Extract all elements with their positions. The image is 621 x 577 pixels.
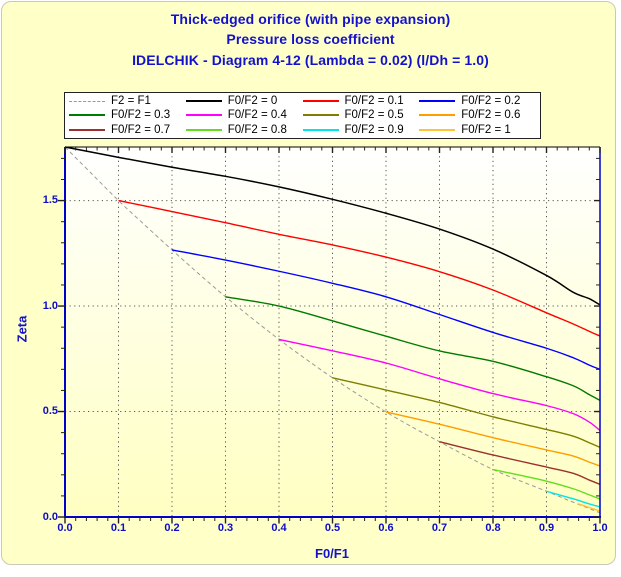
legend-item: F2 = F1	[69, 94, 186, 108]
y-axis-label: Zeta	[14, 315, 30, 343]
legend-line-swatch	[69, 114, 105, 117]
series-curve	[278, 338, 601, 432]
series-curve	[64, 146, 601, 306]
series-curve	[118, 199, 601, 337]
series-curve	[225, 296, 601, 401]
x-axis-label: F0/F1	[315, 546, 349, 561]
series-curve	[171, 249, 601, 370]
series-curve	[332, 377, 601, 449]
legend-item: F0/F2 = 0.3	[69, 108, 186, 122]
legend-item: F0/F2 = 0.2	[419, 94, 536, 108]
legend-line-swatch	[69, 128, 105, 131]
legend-line-swatch	[185, 100, 222, 103]
legend-line-swatch	[302, 114, 339, 117]
legend-item-label: F0/F2 = 1	[461, 123, 511, 136]
chart-title-line1: Thick-edged orifice (with pipe expansion…	[170, 11, 451, 27]
legend-item-label: F0/F2 = 0.3	[111, 109, 171, 122]
legend-item: F0/F2 = 0	[185, 94, 303, 108]
legend-item-label: F0/F2 = 0.8	[227, 123, 287, 136]
x-tick-label: 0.5	[324, 522, 341, 534]
legend-line-swatch	[69, 100, 105, 102]
legend-line-swatch	[419, 128, 456, 131]
x-tick-label: 0.8	[485, 522, 501, 534]
series-curve	[546, 490, 601, 508]
legend-item: F0/F2 = 0.7	[69, 123, 186, 137]
legend-item: F0/F2 = 0.9	[302, 123, 420, 137]
x-tick-label: 0.4	[271, 522, 287, 534]
legend-item-label: F2 = F1	[111, 95, 151, 108]
x-tick-label: 1.0	[592, 522, 608, 534]
legend-item-label: F0/F2 = 0.6	[461, 109, 521, 122]
legend-item-label: F0/F2 = 0.4	[227, 109, 287, 122]
legend-item-label: F0/F2 = 0.5	[344, 109, 404, 122]
legend-line-swatch	[302, 100, 339, 103]
legend-line-swatch	[185, 114, 222, 117]
legend-item: F0/F2 = 0.6	[419, 108, 536, 122]
x-tick-label: 0.6	[378, 522, 394, 534]
legend-line-swatch	[419, 114, 456, 117]
series-curve	[492, 468, 601, 500]
chart-title-line3: IDELCHIK - Diagram 4-12 (Lambda = 0.02) …	[132, 52, 489, 68]
y-tick-label: 1.5	[42, 194, 58, 207]
x-tick-label: 0.9	[538, 522, 555, 534]
x-tick-label: 0.1	[110, 522, 127, 534]
legend-item-label: F0/F2 = 0.7	[111, 123, 171, 136]
legend-line-swatch	[185, 128, 222, 131]
y-tick-label: 1.0	[42, 299, 58, 312]
x-tick-label: 0.0	[57, 522, 73, 534]
chart-title-line2: Pressure loss coefficient	[226, 31, 395, 47]
legend-item-label: F0/F2 = 0	[227, 95, 278, 108]
legend-item-label: F0/F2 = 0.9	[344, 123, 404, 136]
series-curve	[439, 441, 601, 485]
legend: F2 = F1 F0/F2 = 0 F0/F2 = 0.1 F0/F2 = 0.2 F0…	[64, 92, 541, 139]
legend-item-label: F0/F2 = 0.2	[461, 95, 521, 108]
series-curve	[385, 411, 601, 467]
x-tick-label: 0.2	[164, 522, 180, 534]
legend-item-label: F0/F2 = 0.1	[344, 95, 404, 108]
series-curve	[578, 503, 601, 512]
legend-item: F0/F2 = 0.5	[302, 108, 420, 122]
x-tick-label: 0.3	[217, 522, 234, 534]
y-tick-label: 0.0	[42, 510, 58, 523]
legend-line-swatch	[302, 128, 339, 131]
x-tick-label: 0.7	[431, 522, 448, 534]
legend-item: F0/F2 = 0.8	[185, 123, 303, 137]
y-tick-label: 0.5	[42, 405, 58, 418]
legend-item: F0/F2 = 0.1	[302, 94, 420, 108]
legend-item: F0/F2 = 1	[419, 123, 536, 137]
legend-item: F0/F2 = 0.4	[185, 108, 303, 122]
legend-line-swatch	[419, 100, 456, 103]
